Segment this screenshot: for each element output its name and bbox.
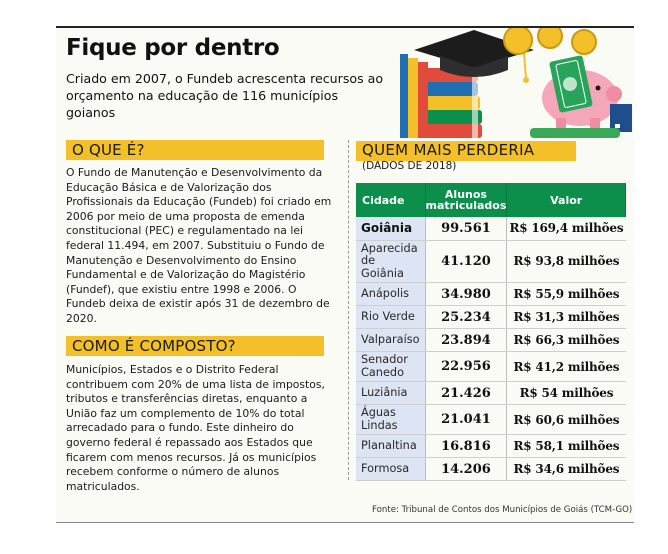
page-title: Fique por dentro [66, 35, 280, 61]
table-row: Rio Verde 25.234 R$ 31,3 milhões [356, 305, 626, 329]
students-cell: 14.206 [425, 457, 508, 481]
students-cell: 22.956 [425, 351, 508, 382]
page-subtitle: Criado em 2007, o Fundeb acrescenta recu… [66, 71, 384, 120]
table-row: Luziânia 21.426 R$ 54 milhões [356, 381, 626, 405]
section-composition-text: Municípios, Estados e o Distrito Federal… [66, 363, 325, 493]
city-cell: Senador Canedo [356, 351, 426, 382]
value-cell: R$ 31,3 milhões [506, 305, 626, 329]
table-row: Valparaíso 23.894 R$ 66,3 milhões [356, 328, 626, 352]
value-cell: R$ 41,2 milhões [506, 351, 626, 382]
value-cell: R$ 34,6 milhões [506, 457, 626, 481]
column-header-students: Alunos matriculados [425, 183, 508, 217]
students-cell: 25.234 [425, 305, 508, 329]
table-row: Aparecida de Goiânia 41.120 R$ 93,8 milh… [356, 240, 626, 283]
students-cell: 21.426 [425, 381, 508, 405]
standing-books-icon [400, 54, 428, 138]
source-note: Fonte: Tribunal de Contos dos Municípios… [372, 505, 633, 515]
graduation-cap-icon [414, 30, 534, 83]
money-bills-icon [549, 55, 593, 113]
column-divider [348, 140, 349, 480]
column-header-city: Cidade [356, 183, 426, 217]
table-row: Anápolis 34.980 R$ 55,9 milhões [356, 282, 626, 306]
students-cell: 34.980 [425, 282, 508, 306]
city-cell: Formosa [356, 457, 426, 481]
section-what-title: O QUE É? [72, 141, 145, 159]
ranking-table: Cidade Alunos matriculados Valor Goiânia… [356, 183, 626, 481]
city-cell: Anápolis [356, 282, 426, 306]
value-cell: R$ 93,8 milhões [506, 240, 626, 283]
section-what-heading: O QUE É? [66, 140, 324, 160]
students-cell: 16.816 [425, 434, 508, 458]
city-cell: Luziânia [356, 381, 426, 405]
value-cell: R$ 66,3 milhões [506, 328, 626, 352]
value-cell: R$ 169,4 milhões [506, 217, 626, 241]
top-rule [56, 26, 634, 28]
table-row: Formosa 14.206 R$ 34,6 milhões [356, 457, 626, 481]
students-cell: 21.041 [425, 404, 508, 435]
logo-badge [610, 104, 632, 132]
table-row: Planaltina 16.816 R$ 58,1 milhões [356, 434, 626, 458]
table-header-row: Cidade Alunos matriculados Valor [356, 183, 626, 217]
students-cell: 41.120 [425, 240, 508, 283]
city-cell: Águas Lindas [356, 404, 426, 435]
section-what-text: O Fundo de Manutenção e Desenvolvimento … [66, 166, 332, 325]
city-cell: Planaltina [356, 434, 426, 458]
ranking-heading: QUEM MAIS PERDERIA [356, 141, 576, 161]
education-illustration [400, 28, 632, 138]
city-cell: Aparecida de Goiânia [356, 240, 426, 283]
students-cell: 99.561 [425, 217, 508, 241]
section-composition-title: COMO É COMPOSTO? [72, 337, 236, 355]
value-cell: R$ 54 milhões [506, 381, 626, 405]
section-composition-heading: COMO É COMPOSTO? [66, 336, 324, 356]
value-cell: R$ 55,9 milhões [506, 282, 626, 306]
column-header-value: Valor [506, 183, 626, 217]
table-row: Senador Canedo 22.956 R$ 41,2 milhões [356, 351, 626, 382]
city-cell: Valparaíso [356, 328, 426, 352]
table-row: Águas Lindas 21.041 R$ 60,6 milhões [356, 404, 626, 435]
ranking-title: QUEM MAIS PERDERIA [362, 141, 535, 159]
bottom-rule [56, 522, 634, 523]
ranking-subtitle: (DADOS DE 2018) [362, 160, 457, 172]
city-cell: Rio Verde [356, 305, 426, 329]
coins-icon [503, 28, 597, 55]
table-row: Goiânia 99.561 R$ 169,4 milhões [356, 217, 626, 241]
value-cell: R$ 58,1 milhões [506, 434, 626, 458]
value-cell: R$ 60,6 milhões [506, 404, 626, 435]
city-cell: Goiânia [356, 217, 426, 241]
students-cell: 23.894 [425, 328, 508, 352]
